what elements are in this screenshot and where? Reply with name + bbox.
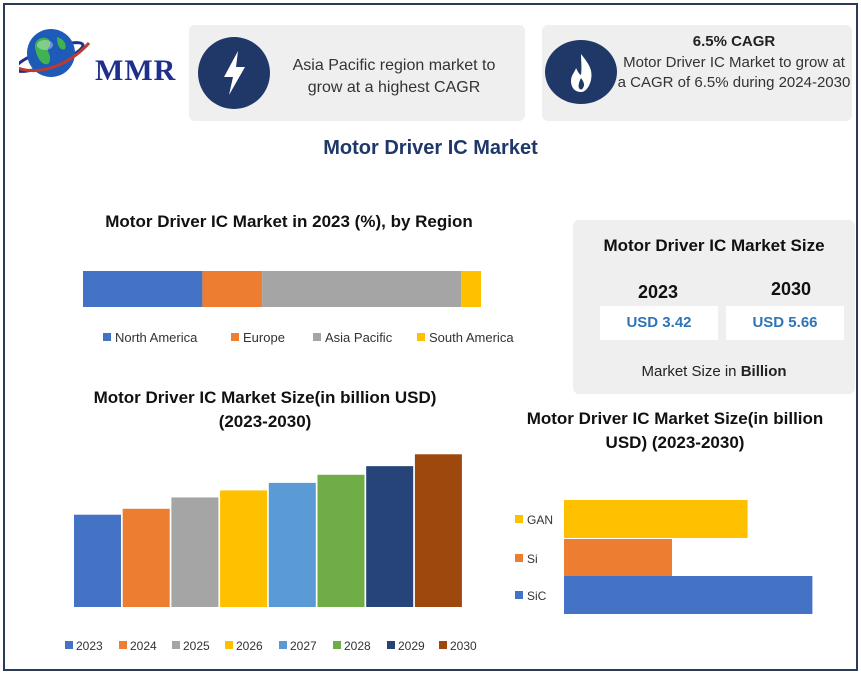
region-card-text: Asia Pacific region market to grow at a … — [292, 57, 496, 96]
region-legend-label-south-america: South America — [429, 330, 514, 345]
infographic-frame: MMR Asia Pacific region market to grow a… — [3, 3, 858, 671]
material-legend-label-sic: SiC — [527, 589, 547, 603]
material-bar-sic — [564, 576, 813, 614]
material-legend-label-gan: GAN — [527, 513, 553, 527]
market-size-panel: Motor Driver IC Market Size 2023 2030 US… — [573, 220, 855, 394]
material-chart-title: Motor Driver IC Market Size(in billion U… — [526, 409, 824, 452]
region-chart: North America Europe Asia Pacific South Ame… — [83, 271, 514, 345]
region-legend-swatch-europe — [231, 333, 239, 341]
market-size-value-2023: USD 3.42 — [600, 306, 718, 340]
market-size-note: Market Size in Billion — [573, 363, 855, 380]
yearly-chart-title: Motor Driver IC Market Size(in billion U… — [93, 388, 437, 431]
yearly-legend-swatch-2027 — [279, 641, 287, 649]
region-legend-label-europe: Europe — [243, 330, 285, 345]
region-legend-label-north-america: North America — [115, 330, 198, 345]
yearly-legend-label-2026: 2026 — [236, 639, 263, 653]
yearly-chart: 2023 2024 2025 2026 2027 2028 2029 2030 — [65, 454, 477, 653]
yearly-legend-swatch-2025 — [172, 641, 180, 649]
market-size-note-unit: Billion — [740, 363, 787, 380]
region-chart-title: Motor Driver IC Market in 2023 (%), by R… — [105, 212, 473, 231]
flame-icon — [571, 54, 592, 92]
yearly-legend-swatch-2026 — [225, 641, 233, 649]
material-legend-swatch-gan — [515, 515, 523, 523]
market-size-value-2030: USD 5.66 — [726, 306, 844, 340]
region-legend-swatch-north-america — [103, 333, 111, 341]
yearly-legend-label-2027: 2027 — [290, 639, 317, 653]
yearly-legend-label-2028: 2028 — [344, 639, 371, 653]
material-chart: GAN Si SiC — [515, 500, 813, 614]
cagr-card: 6.5% CAGR Motor Driver IC Market to grow… — [542, 25, 852, 121]
market-size-year-2030: 2030 — [770, 279, 812, 299]
lightning-icon — [224, 51, 245, 95]
yearly-bar-2024 — [122, 508, 170, 607]
market-size-title: Motor Driver IC Market Size — [603, 236, 825, 255]
yearly-legend-swatch-2030 — [439, 641, 447, 649]
region-legend-label-asia-pacific: Asia Pacific — [325, 330, 393, 345]
yearly-legend-swatch-2028 — [333, 641, 341, 649]
material-bar-gan — [564, 500, 748, 538]
region-legend-swatch-south-america — [417, 333, 425, 341]
yearly-bar-2025 — [171, 497, 219, 607]
yearly-bar-2026 — [220, 490, 268, 607]
yearly-legend-swatch-2023 — [65, 641, 73, 649]
region-legend-swatch-asia-pacific — [313, 333, 321, 341]
market-size-year-2023: 2023 — [637, 282, 679, 302]
region-bar-south-america — [461, 271, 481, 307]
yearly-legend-label-2030: 2030 — [450, 639, 477, 653]
globe-icon — [13, 29, 91, 77]
yearly-legend-swatch-2029 — [387, 641, 395, 649]
yearly-legend-swatch-2024 — [119, 641, 127, 649]
logo-text: MMR — [95, 54, 177, 87]
mmr-logo: MMR — [13, 21, 179, 91]
yearly-legend-label-2025: 2025 — [183, 639, 210, 653]
yearly-bar-2028 — [317, 474, 365, 607]
yearly-legend-label-2029: 2029 — [398, 639, 425, 653]
region-bar-north-america — [83, 271, 203, 307]
region-icon-badge — [198, 37, 270, 109]
region-bar-asia-pacific — [262, 271, 462, 307]
yearly-bar-2030 — [414, 454, 462, 607]
yearly-bar-2023 — [74, 514, 121, 607]
region-bar-europe — [202, 271, 263, 307]
cagr-icon-badge — [545, 40, 617, 104]
yearly-legend-label-2023: 2023 — [76, 639, 103, 653]
market-size-note-prefix: Market Size in — [641, 363, 741, 380]
material-legend-swatch-si — [515, 554, 523, 562]
yearly-bar-2029 — [366, 466, 414, 607]
cagr-card-text: Motor Driver IC Market to grow at a CAGR… — [617, 54, 851, 91]
material-bar-si — [564, 539, 672, 577]
yearly-legend-label-2024: 2024 — [130, 639, 157, 653]
material-legend-swatch-sic — [515, 591, 523, 599]
region-card: Asia Pacific region market to grow at a … — [189, 25, 525, 121]
page-title: Motor Driver IC Market — [323, 137, 538, 159]
material-legend-label-si: Si — [527, 552, 538, 566]
yearly-bar-2027 — [268, 482, 316, 607]
cagr-card-title: 6.5% CAGR — [692, 33, 776, 50]
